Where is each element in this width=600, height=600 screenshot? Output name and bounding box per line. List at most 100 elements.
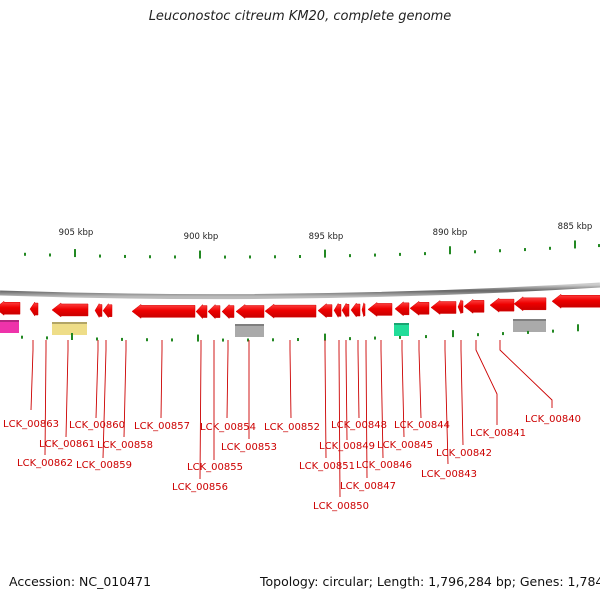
inner-tick: [452, 330, 454, 338]
gene-arrow: [102, 302, 113, 319]
feature-box-edge: [0, 320, 19, 322]
gene-label: LCK_00845: [377, 440, 433, 451]
gene-track: [0, 293, 600, 320]
callout-line: [345, 340, 348, 441]
gene-arrow: [457, 299, 464, 314]
minor-tick: [149, 255, 151, 259]
inner-tick: [425, 335, 427, 339]
feature-track: [0, 319, 546, 337]
gene-arrow: [409, 300, 430, 316]
gene-arrow: [195, 303, 208, 320]
feature-box-edge: [235, 324, 264, 326]
minor-tick: [274, 255, 276, 259]
gene-arrow: [394, 301, 410, 317]
feature-box: [394, 323, 409, 336]
scale-ticks: [24, 240, 600, 259]
major-tick: [324, 249, 326, 258]
gene-label: LCK_00853: [221, 442, 277, 453]
gene-arrow: [463, 298, 485, 314]
gene-label: LCK_00863: [3, 419, 59, 430]
inner-tick: [527, 330, 529, 334]
gene-label: LCK_00854: [200, 422, 256, 433]
callout-line: [338, 340, 341, 498]
accession-label: Accession: NC_010471: [9, 574, 152, 589]
callout-line: [475, 340, 498, 425]
minor-tick: [524, 248, 526, 252]
minor-tick: [124, 254, 126, 258]
gene-label: LCK_00841: [470, 428, 526, 439]
minor-tick: [598, 244, 600, 248]
inner-tick: [477, 333, 479, 337]
gene-label: LCK_00844: [394, 420, 450, 431]
gene-label: LCK_00852: [264, 422, 320, 433]
major-tick: [74, 249, 76, 258]
feature-box-edge: [52, 322, 87, 324]
gene-arrow: [317, 303, 333, 319]
callout-line: [226, 340, 229, 419]
map-title: Leuconostoc citreum KM20, complete genom…: [148, 9, 452, 24]
inner-tick: [374, 336, 376, 340]
gene-label: LCK_00861: [39, 439, 95, 450]
callout-line: [123, 340, 127, 438]
gene-label: LCK_00857: [134, 421, 190, 432]
callout-line: [401, 340, 405, 438]
inner-tick: [247, 338, 249, 342]
callout-line: [160, 340, 163, 419]
scale-label: 885 kbp: [558, 222, 593, 232]
inner-ticks: [21, 324, 579, 342]
callout-line: [365, 340, 368, 479]
inner-tick: [71, 332, 73, 340]
gene-arrow: [551, 293, 600, 309]
gene-arrow: [29, 301, 39, 317]
minor-tick: [249, 255, 251, 259]
gene-arrow: [350, 302, 361, 318]
gene-label: LCK_00860: [69, 420, 125, 431]
scale-labels: 905 kbp 900 kbp 895 kbp 890 kbp 885 kbp: [59, 222, 593, 242]
gene-arrow: [0, 300, 21, 316]
gene-label: LCK_00858: [97, 440, 153, 451]
feature-box-edge: [394, 323, 409, 325]
inner-tick: [146, 338, 148, 342]
gene-arrow: [51, 302, 89, 318]
callout-line: [102, 340, 107, 459]
callout-line: [357, 340, 360, 419]
inner-tick: [96, 337, 98, 341]
feature-box: [513, 319, 546, 332]
gene-label: LCK_00846: [356, 460, 412, 471]
minor-tick: [399, 252, 401, 256]
gene-arrow: [264, 303, 317, 319]
callout-line: [499, 340, 553, 408]
callout-line: [30, 340, 34, 411]
inner-tick: [121, 337, 123, 341]
gene-arrow: [207, 303, 221, 320]
minor-tick: [424, 252, 426, 256]
gene-label: LCK_00848: [331, 420, 387, 431]
feature-box-edge: [513, 319, 546, 321]
callout-line: [95, 340, 99, 419]
scale-label: 895 kbp: [309, 232, 344, 242]
gene-arrow: [513, 296, 547, 312]
callout-line: [418, 340, 422, 419]
callout-line: [444, 340, 449, 465]
inner-tick: [399, 335, 401, 339]
minor-tick: [224, 255, 226, 259]
gene-label: LCK_00856: [172, 482, 228, 493]
gene-label: LCK_00851: [299, 461, 355, 472]
gene-label: LCK_00862: [17, 458, 73, 469]
inner-tick: [502, 332, 504, 336]
gene-label: LCK_00850: [313, 501, 369, 512]
gene-arrow: [235, 303, 265, 319]
feature-box: [0, 320, 19, 333]
gene-label: LCK_00842: [436, 448, 492, 459]
major-tick: [199, 250, 201, 259]
genome-backbone: [0, 282, 600, 300]
inner-tick: [349, 337, 351, 341]
callout-line: [65, 340, 69, 438]
minor-tick: [49, 253, 51, 257]
gene-label: LCK_00849: [319, 441, 375, 452]
inner-tick: [552, 329, 554, 333]
gene-arrow: [367, 301, 393, 317]
callout-line: [324, 340, 327, 459]
inner-tick: [46, 336, 48, 340]
major-tick: [449, 246, 451, 255]
